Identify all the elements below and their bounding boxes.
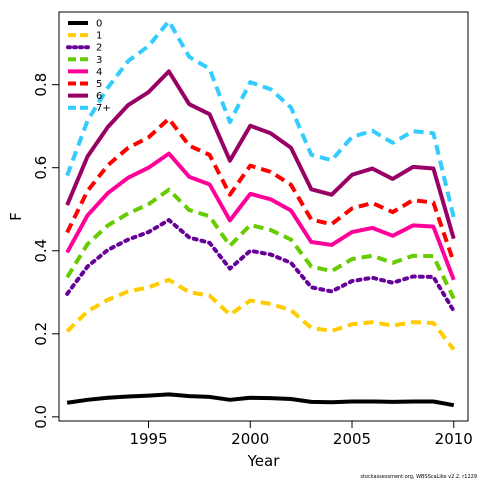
legend-label: 1 <box>96 31 102 42</box>
x-tick-label: 1995 <box>129 430 167 448</box>
y-tick-label: 0.4 <box>32 239 50 263</box>
series-line-2 <box>65 218 456 313</box>
y-axis: 0.0 0.2 0.4 0.6 0.8 <box>32 73 60 429</box>
x-tick-label: 2005 <box>333 430 371 448</box>
legend-label: 4 <box>96 67 102 78</box>
series-line-4 <box>65 151 456 281</box>
series-line-6 <box>65 69 456 240</box>
series-layer <box>65 19 456 408</box>
series-line-1 <box>65 277 456 351</box>
y-tick-label: 0.2 <box>32 322 50 346</box>
x-tick-label: 2000 <box>231 430 269 448</box>
legend-label: 0 <box>96 19 102 30</box>
x-axis: 1995 2000 2005 2010 <box>129 420 473 448</box>
legend-label: 5 <box>96 79 102 90</box>
legend-label: 7+ <box>96 103 111 114</box>
y-tick-label: 0.8 <box>32 73 50 97</box>
y-axis-title: F <box>7 212 25 221</box>
series-line-5 <box>65 116 456 264</box>
x-tick-label: 2010 <box>435 430 473 448</box>
series-line-7plus <box>65 19 456 219</box>
series-line-0 <box>66 392 455 408</box>
x-axis-title: Year <box>247 452 281 470</box>
legend-label: 6 <box>96 91 102 102</box>
y-tick-label: 0.6 <box>32 156 50 180</box>
legend-label: 3 <box>96 55 102 66</box>
legend-label: 2 <box>96 43 102 54</box>
series-line-3 <box>65 187 456 300</box>
y-tick-label: 0.0 <box>32 405 50 429</box>
footer-credit: stockassessment.org, WBSScaLike v2.2, r1… <box>360 474 477 480</box>
